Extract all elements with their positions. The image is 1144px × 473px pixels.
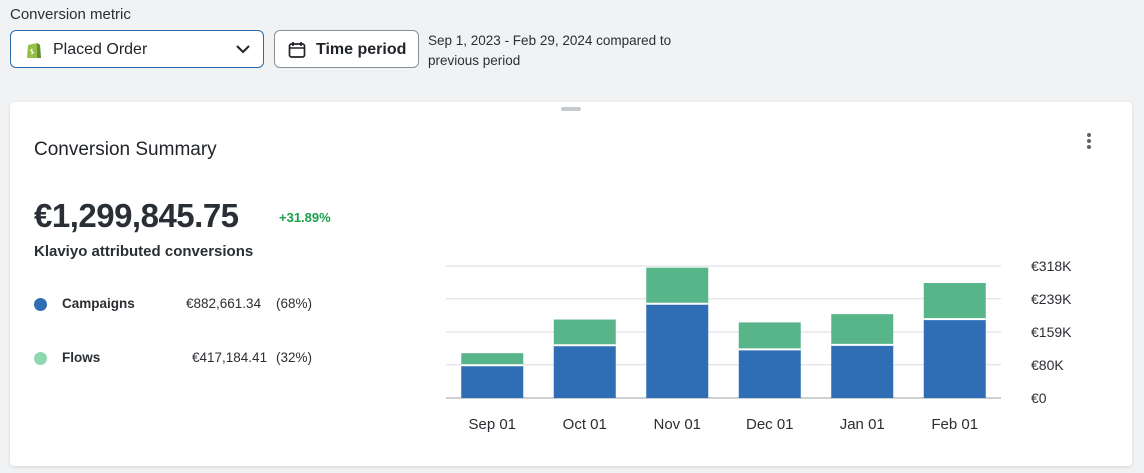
- total-conversions-value: €1,299,845.75: [34, 197, 239, 234]
- campaigns-bar[interactable]: [923, 319, 986, 398]
- conversion-summary-card: Conversion Summary €1,299,845.75 +31.89%…: [10, 102, 1132, 466]
- legend-item-campaigns: Campaigns €882,661.34 (68%): [34, 295, 324, 315]
- x-tick-label: Feb 01: [931, 416, 978, 433]
- x-tick-label: Dec 01: [746, 416, 794, 433]
- flows-dot: [34, 352, 47, 365]
- campaigns-dot: [34, 298, 47, 311]
- more-options-icon[interactable]: [1081, 132, 1097, 152]
- x-tick-label: Oct 01: [563, 416, 607, 433]
- x-tick-label: Nov 01: [653, 416, 701, 433]
- time-period-label: Time period: [316, 41, 407, 58]
- legend-label: Campaigns: [62, 296, 135, 311]
- metric-label: Conversion metric: [10, 6, 131, 23]
- flows-bar[interactable]: [738, 322, 801, 350]
- x-tick-label: Jan 01: [840, 416, 885, 433]
- legend-share: (32%): [276, 350, 313, 365]
- attributed-conversions-label: Klaviyo attributed conversions: [34, 243, 254, 260]
- shopify-icon: [27, 43, 41, 58]
- flows-bar[interactable]: [923, 283, 986, 320]
- legend-item-flows: Flows €417,184.41 (32%): [34, 349, 324, 369]
- campaigns-bar[interactable]: [461, 365, 524, 398]
- flows-bar[interactable]: [461, 353, 524, 366]
- x-tick-label: Sep 01: [468, 416, 516, 433]
- drag-handle[interactable]: [561, 107, 581, 111]
- y-tick-label: €159K: [1031, 324, 1072, 340]
- card-title: Conversion Summary: [34, 139, 217, 160]
- y-tick-label: €239K: [1031, 291, 1072, 307]
- campaigns-bar[interactable]: [646, 303, 709, 398]
- metric-select-value: Placed Order: [53, 41, 148, 58]
- conversion-metric-select[interactable]: Placed Order: [10, 30, 264, 68]
- campaigns-bar[interactable]: [738, 349, 801, 398]
- campaigns-bar[interactable]: [553, 345, 616, 398]
- flows-bar[interactable]: [831, 314, 894, 345]
- time-period-button[interactable]: Time period: [274, 30, 419, 68]
- legend-label: Flows: [62, 350, 101, 365]
- date-range-text: Sep 1, 2023 - Feb 29, 2024 compared to p…: [428, 33, 672, 68]
- flows-bar[interactable]: [646, 267, 709, 304]
- change-percent-badge: +31.89%: [279, 210, 331, 225]
- legend-amount: €417,184.41: [192, 350, 268, 365]
- campaigns-bar[interactable]: [831, 344, 894, 398]
- conversion-bar-chart: €318K €239K €159K €80K €0 Sep 01 Oct 01 Nov 01 D…: [446, 258, 1072, 433]
- y-tick-label: €318K: [1031, 258, 1072, 274]
- calendar-icon: [288, 42, 306, 58]
- legend-amount: €882,661.34: [186, 296, 262, 311]
- y-tick-label: €80K: [1031, 357, 1064, 373]
- flows-bar[interactable]: [553, 319, 616, 346]
- legend-share: (68%): [276, 296, 313, 311]
- y-tick-label: €0: [1031, 390, 1047, 406]
- chevron-down-icon: [236, 45, 250, 54]
